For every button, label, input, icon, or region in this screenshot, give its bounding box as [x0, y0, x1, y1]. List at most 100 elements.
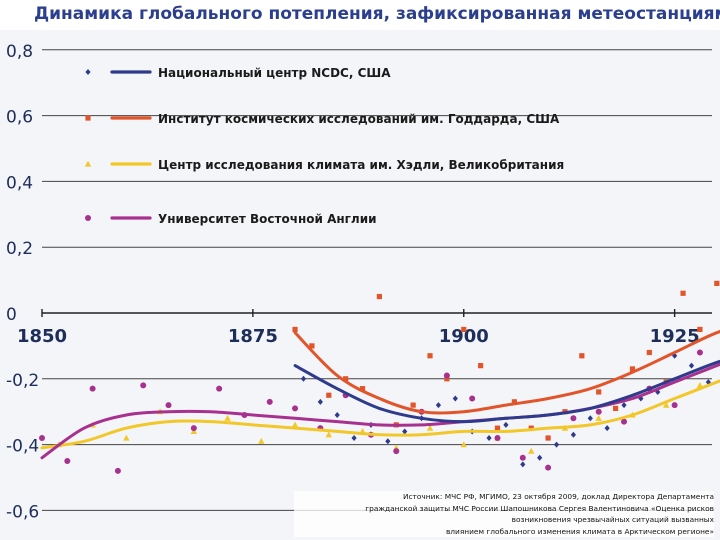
data-point — [696, 349, 703, 356]
legend-label: Национальный центр NCDC, США — [158, 66, 391, 80]
data-point — [385, 438, 391, 445]
data-point — [351, 435, 357, 442]
data-point — [359, 386, 366, 392]
data-point — [343, 376, 349, 382]
data-point — [326, 392, 332, 398]
data-point — [511, 399, 517, 405]
x-tick-label: 1900 — [439, 326, 489, 347]
source-line: возникновения чрезвычайных ситуаций вызв… — [511, 515, 714, 524]
legend-label: Центр исследования климата им. Хэдли, Ве… — [158, 158, 564, 172]
data-point — [697, 326, 703, 333]
data-point — [402, 428, 408, 435]
data-point — [570, 415, 577, 422]
data-point — [140, 382, 147, 389]
source-line: Источник: МЧС РФ, МГИМО, 23 октября 2009… — [402, 492, 714, 501]
data-point — [570, 431, 577, 438]
data-point — [705, 379, 711, 386]
data-point — [595, 408, 602, 415]
data-point — [334, 411, 340, 418]
data-point — [309, 343, 315, 349]
data-point — [595, 414, 602, 421]
y-tick-label: 0,2 — [6, 239, 33, 259]
data-point — [519, 454, 526, 461]
data-point — [64, 458, 71, 465]
data-point — [621, 418, 628, 425]
data-point — [714, 280, 720, 286]
data-point — [426, 424, 434, 431]
legend-marker — [84, 160, 92, 167]
data-point — [662, 401, 670, 408]
data-point — [494, 435, 501, 442]
data-point — [604, 425, 610, 432]
data-point — [621, 402, 627, 409]
data-point — [190, 425, 197, 432]
data-point — [579, 353, 585, 359]
series-points — [39, 349, 703, 474]
data-point — [612, 405, 619, 412]
data-point — [123, 434, 130, 441]
data-point — [39, 435, 45, 442]
data-point — [545, 464, 552, 471]
data-point — [537, 454, 543, 461]
legend-item: Центр исследования климата им. Хэдли, Ве… — [84, 158, 564, 172]
data-point — [444, 376, 450, 382]
data-point — [520, 461, 526, 468]
legend-item: Национальный центр NCDC, США — [85, 66, 391, 80]
legend-marker — [85, 115, 91, 121]
data-point — [292, 405, 299, 412]
data-point — [435, 402, 442, 409]
data-point — [461, 326, 467, 333]
data-point — [376, 293, 382, 300]
data-point — [393, 448, 400, 455]
data-point — [300, 375, 307, 382]
page-title: Динамика глобального потепления, зафикси… — [34, 4, 720, 24]
y-tick-label: 0,6 — [6, 108, 33, 128]
legend-label: Институт космических исследований им. Го… — [158, 112, 560, 126]
data-point — [266, 398, 273, 405]
x-tick-label: 1875 — [228, 326, 278, 347]
data-point — [503, 421, 509, 428]
title-bar: Динамика глобального потепления, зафикси… — [0, 0, 720, 30]
y-tick-label: 0,8 — [6, 42, 33, 62]
y-tick-label: -0,4 — [6, 437, 39, 457]
y-tick-label: 0,4 — [6, 173, 33, 193]
data-point — [587, 415, 593, 422]
data-point — [452, 395, 458, 402]
data-point — [410, 402, 416, 408]
y-tick-label: 0 — [6, 305, 17, 325]
data-point — [325, 431, 332, 438]
legend-item: Институт космических исследований им. Го… — [85, 112, 560, 126]
source-note: Источник: МЧС РФ, МГИМО, 23 октября 2009… — [294, 491, 714, 537]
legend-item: Университет Восточной Англии — [85, 212, 377, 226]
data-point — [486, 435, 492, 442]
series-line — [293, 329, 720, 415]
data-point — [545, 435, 551, 441]
data-point — [460, 441, 467, 448]
legend-label: Университет Восточной Англии — [158, 212, 377, 226]
data-point — [688, 362, 695, 369]
x-tick-label: 1925 — [650, 326, 700, 347]
data-point — [427, 353, 433, 359]
series-points — [292, 280, 720, 441]
series-line — [293, 359, 720, 424]
series-line — [40, 379, 720, 450]
y-tick-label: -0,6 — [6, 502, 39, 522]
legend-marker — [85, 215, 91, 221]
data-point — [165, 402, 172, 409]
data-point — [671, 402, 678, 409]
source-line: влиянием глобального изменения климата в… — [445, 526, 714, 536]
data-point — [469, 395, 476, 402]
data-point — [646, 349, 652, 356]
data-point — [638, 395, 644, 402]
data-point — [292, 326, 298, 333]
data-point — [478, 363, 484, 369]
trend-lines — [40, 329, 720, 460]
data-point — [216, 385, 223, 392]
series-line — [40, 362, 720, 460]
source-line: гражданской защиты МЧС России Шапошников… — [365, 503, 714, 513]
data-point — [89, 385, 96, 392]
data-point — [224, 414, 231, 421]
data-point — [291, 421, 299, 428]
